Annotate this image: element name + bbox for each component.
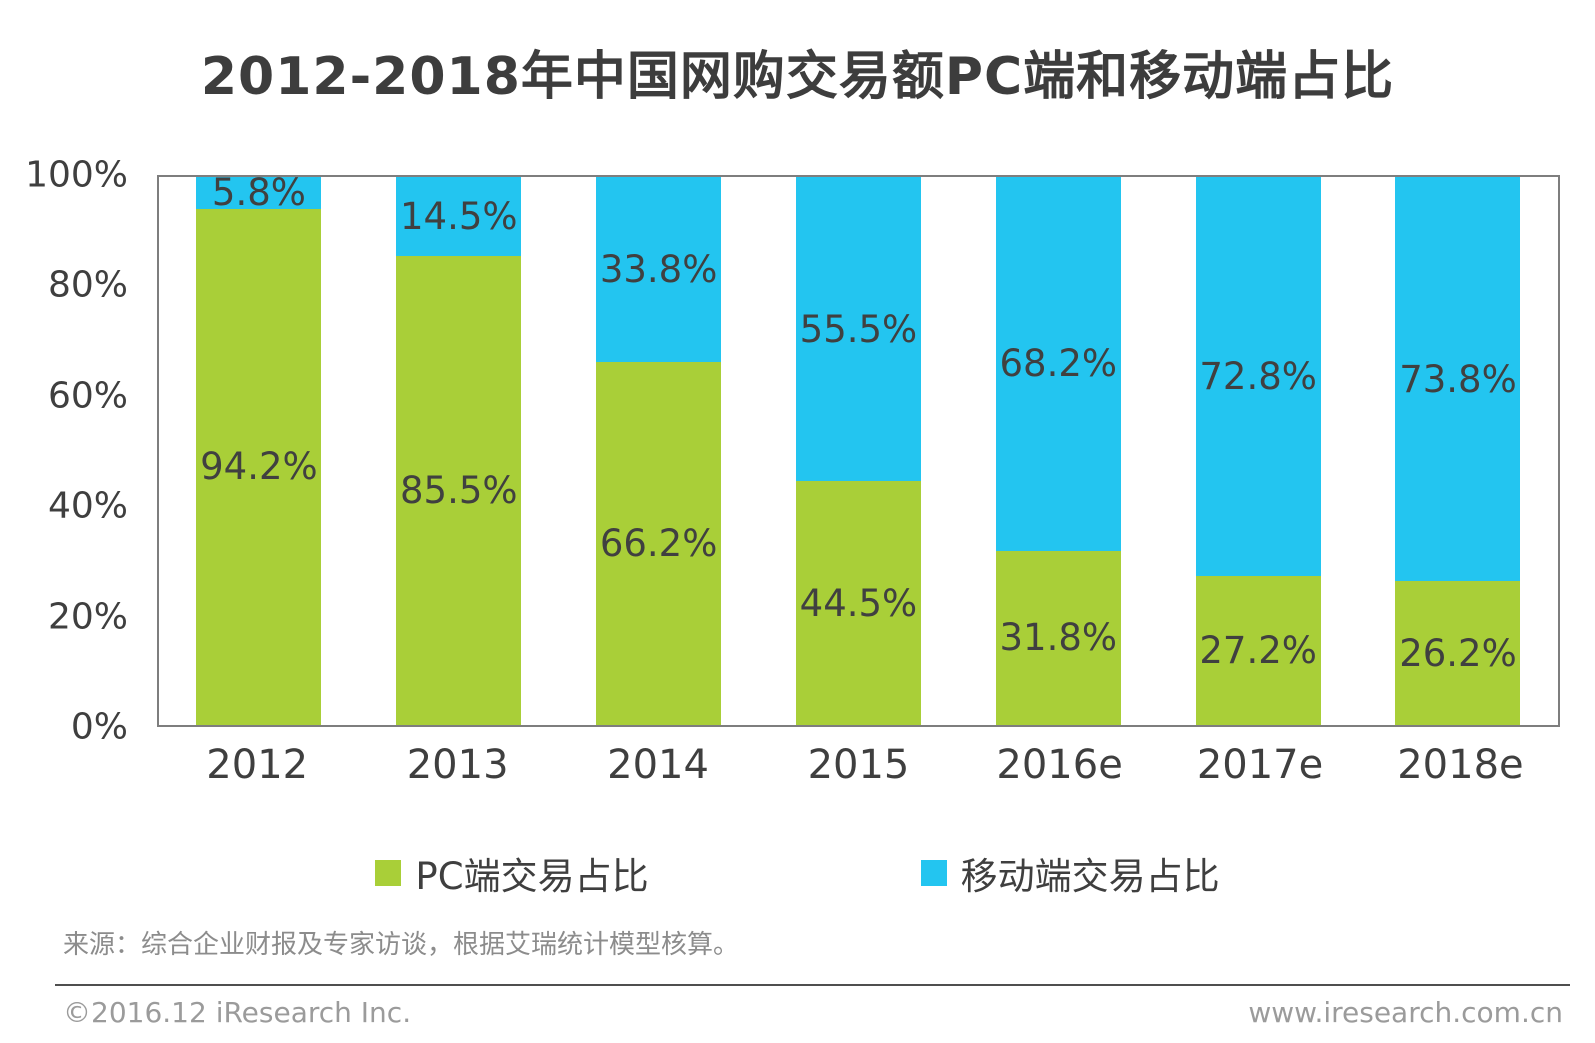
value-label: 55.5%	[799, 307, 918, 351]
y-tick-label: 0%	[70, 706, 128, 748]
bar-group-2013: 14.5% 85.5%	[396, 177, 522, 725]
bar-group-2014: 33.8% 66.2%	[596, 177, 722, 725]
bar-segment-mobile: 33.8%	[596, 177, 722, 363]
y-tick-label: 60%	[47, 375, 128, 417]
bar-segment-mobile: 68.2%	[995, 177, 1121, 551]
x-axis: 2012 2013 2014 2015 2016e 2017e 2018e	[157, 742, 1560, 788]
bar-group-2016e: 68.2% 31.8%	[995, 177, 1121, 725]
x-tick-label: 2014	[607, 742, 709, 788]
bar-segment-mobile: 5.8%	[196, 171, 322, 215]
bar-segment-pc: 31.8%	[995, 550, 1121, 725]
x-tick-label: 2016e	[996, 742, 1123, 788]
bar-segment-pc: 26.2%	[1395, 581, 1521, 725]
y-tick-label: 40%	[47, 485, 128, 527]
value-label: 72.8%	[1199, 354, 1317, 398]
bar-group-2018e: 73.8% 26.2%	[1395, 177, 1521, 725]
legend-item: 移动端交易占比	[920, 846, 1220, 900]
y-tick-label: 100%	[25, 154, 128, 196]
bar-segment-pc: 85.5%	[396, 256, 522, 725]
bar-group-2017e: 72.8% 27.2%	[1195, 177, 1321, 725]
x-tick-label: 2013	[406, 742, 509, 788]
legend-swatch-pc	[375, 860, 402, 886]
source-note: 来源：综合企业财报及专家访谈，根据艾瑞统计模型核算。	[63, 930, 740, 960]
y-tick-label: 80%	[47, 264, 128, 306]
value-label: 27.2%	[1199, 628, 1317, 672]
copyright-text: ©2016.12 iResearch Inc.	[63, 996, 412, 1029]
y-axis: 100% 80% 60% 40% 20% 0%	[0, 155, 128, 748]
value-label: 26.2%	[1399, 631, 1517, 675]
legend-item: PC端交易占比	[375, 846, 649, 900]
bar-segment-pc: 44.5%	[795, 481, 921, 725]
value-label: 31.8%	[999, 616, 1118, 660]
website-url: www.iresearch.com.cn	[1248, 996, 1563, 1029]
value-label: 5.8%	[211, 171, 306, 215]
chart-title: 2012-2018年中国网购交易额PC端和移动端占比	[200, 47, 1395, 107]
value-label: 68.2%	[999, 342, 1118, 386]
bar-segment-pc: 66.2%	[596, 362, 722, 725]
legend-swatch-mobile	[920, 860, 947, 886]
x-tick-label: 2015	[807, 742, 910, 788]
y-tick-label: 20%	[47, 596, 128, 638]
bar-segment-mobile: 14.5%	[396, 177, 522, 257]
bar-segment-mobile: 72.8%	[1195, 177, 1321, 576]
legend-label: 移动端交易占比	[960, 855, 1220, 898]
value-label: 85.5%	[399, 469, 518, 513]
bar-segment-pc: 27.2%	[1195, 575, 1321, 725]
value-label: 14.5%	[399, 195, 518, 239]
value-label: 94.2%	[200, 445, 318, 489]
bar-group-2012: 5.8% 94.2%	[196, 171, 322, 725]
legend: PC端交易占比 移动端交易占比	[0, 846, 1595, 900]
plot-area: 5.8% 94.2% 14.5% 85.5% 33.8% 66.2% 55.5% 44.5% 6…	[157, 171, 1560, 727]
x-tick-label: 2017e	[1196, 742, 1324, 788]
value-label: 33.8%	[599, 248, 718, 292]
x-tick-label: 2012	[206, 742, 309, 788]
legend-label: PC端交易占比	[415, 855, 649, 898]
value-label: 66.2%	[599, 522, 718, 566]
value-label: 44.5%	[799, 581, 918, 625]
bar-segment-mobile: 73.8%	[1395, 177, 1521, 582]
bar-segment-pc: 94.2%	[196, 208, 322, 725]
footer-divider	[55, 984, 1570, 986]
value-label: 73.8%	[1399, 357, 1517, 401]
bar-segment-mobile: 55.5%	[795, 177, 921, 482]
bar-group-2015: 55.5% 44.5%	[795, 177, 921, 725]
x-tick-label: 2018e	[1397, 742, 1524, 788]
